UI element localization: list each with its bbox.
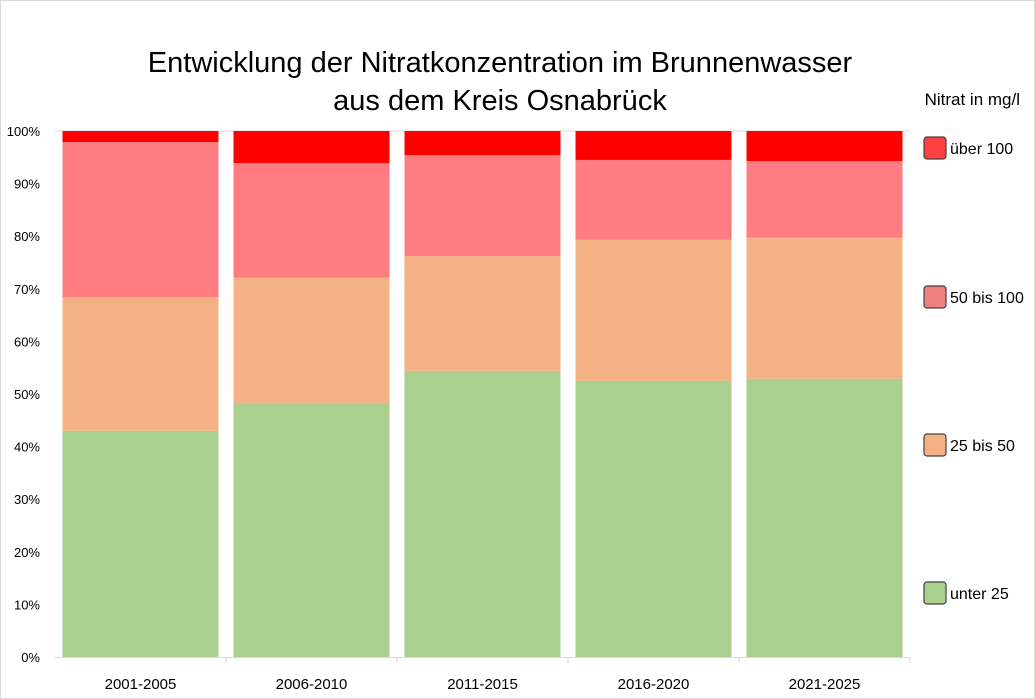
legend-label: 25 bis 50 <box>950 438 1015 455</box>
bar-segment-unter-25 <box>404 370 561 657</box>
bar-segment-50-bis-100 <box>233 163 390 278</box>
chart-title-line2: aus dem Kreis Osnabrück <box>333 85 667 117</box>
x-tick-label: 2021-2025 <box>789 676 861 693</box>
bar-segment-über-100 <box>233 131 390 164</box>
bar-segment-25-bis-50 <box>233 277 390 403</box>
chart-title-line1: Entwicklung der Nitratkonzentration im B… <box>148 47 853 79</box>
bar-segment-50-bis-100 <box>575 159 732 240</box>
bar-segment-unter-25 <box>746 378 903 657</box>
legend-swatch <box>923 433 947 457</box>
x-tick-label: 2011-2015 <box>447 676 518 693</box>
y-tick-label: 10% <box>14 597 40 612</box>
bar-segment-50-bis-100 <box>62 142 219 298</box>
y-tick-label: 60% <box>14 334 40 349</box>
y-tick-label: 90% <box>14 177 40 192</box>
x-tick-label: 2016-2020 <box>618 676 690 693</box>
x-tick-label: 2001-2005 <box>105 676 177 693</box>
bar-segment-unter-25 <box>575 380 732 657</box>
bar-segment-50-bis-100 <box>404 155 561 257</box>
legend-label: unter 25 <box>950 586 1009 603</box>
bar-segment-unter-25 <box>233 402 390 657</box>
bar-segment-über-100 <box>404 131 561 156</box>
legend-title: Nitrat in mg/l <box>925 90 1020 109</box>
bar-segment-50-bis-100 <box>746 160 903 238</box>
y-tick-label: 40% <box>14 440 40 455</box>
bar-segment-25-bis-50 <box>746 237 903 379</box>
y-tick-label: 70% <box>14 282 40 297</box>
bar-segment-über-100 <box>62 131 219 143</box>
y-tick-label: 50% <box>14 387 40 402</box>
bar-segment-über-100 <box>575 131 732 160</box>
y-tick-label: 100% <box>7 124 41 139</box>
legend-label: 50 bis 100 <box>950 290 1024 307</box>
bar-segment-25-bis-50 <box>404 256 561 371</box>
y-tick-label: 0% <box>21 650 40 665</box>
bar-segment-unter-25 <box>62 430 219 657</box>
y-tick-label: 80% <box>14 229 40 244</box>
legend-swatch <box>923 136 947 160</box>
bar-segment-über-100 <box>746 131 903 161</box>
y-tick-label: 20% <box>14 545 40 560</box>
legend-swatch <box>923 285 947 309</box>
bar-segment-25-bis-50 <box>575 239 732 381</box>
legend-label: über 100 <box>950 141 1013 158</box>
legend-swatch <box>923 581 947 605</box>
x-tick-label: 2006-2010 <box>276 676 348 693</box>
bar-segment-25-bis-50 <box>62 297 219 431</box>
y-tick-label: 30% <box>14 492 40 507</box>
